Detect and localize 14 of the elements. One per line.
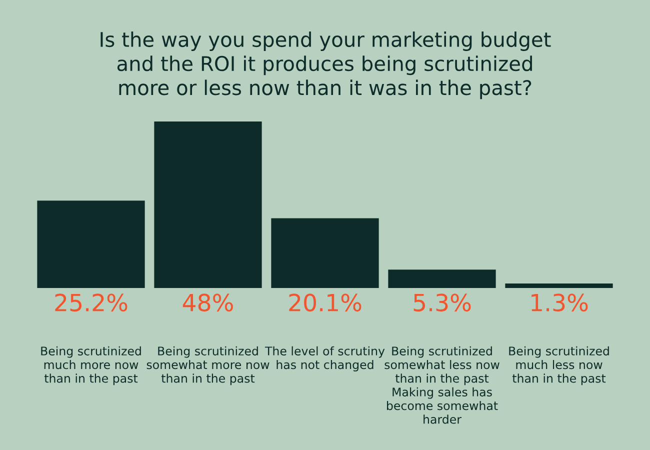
bar	[271, 218, 379, 288]
data-label: 25.2%	[55, 294, 128, 312]
data-label: 5.3%	[414, 294, 471, 312]
bar	[37, 200, 145, 288]
bar	[388, 270, 496, 288]
bar	[154, 122, 262, 288]
x-tick-label: Being scrutinized much less now than in the past	[509, 346, 609, 386]
x-tick-label: Being scrutinized much more now than in the past	[41, 346, 141, 386]
x-tick-label: Being scrutinized somewhat less now than in the past Making sales has become somewhat harder	[384, 346, 500, 424]
data-label: 48%	[182, 294, 233, 312]
data-label: 1.3%	[532, 294, 588, 312]
data-label: 20.1%	[289, 294, 362, 312]
chart-title: Is the way you spend your marketing budget and the ROI it produces being scrutinized more or less now than it was in the past?	[100, 32, 551, 100]
bar	[505, 283, 613, 288]
